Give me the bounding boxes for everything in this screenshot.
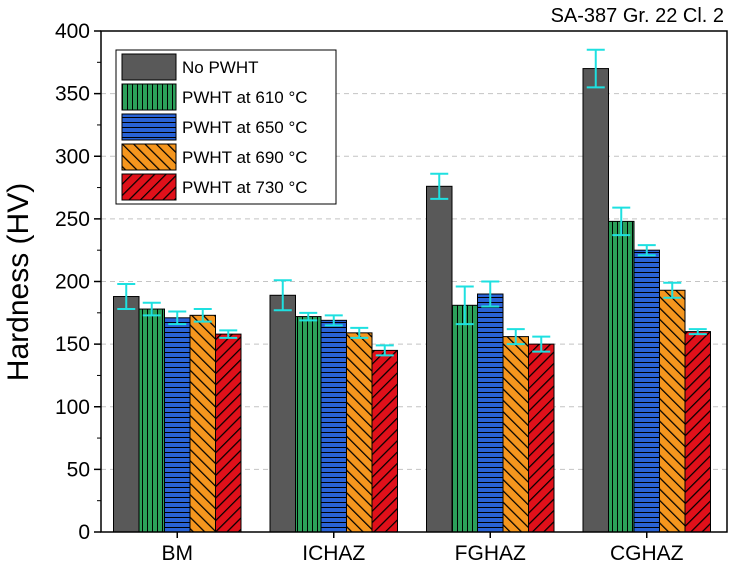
error-bar [142,301,161,317]
bar-bm-series-5 [215,333,242,533]
error-bar [506,328,525,346]
error-bar [586,48,605,89]
error-bar [688,328,707,336]
bar-ichaz-series-4 [346,332,373,533]
bar-fghaz-series-3 [477,293,504,533]
error-bar [324,314,343,327]
error-bar [168,310,187,326]
legend-swatch [121,83,177,111]
bar-fghaz-series-1 [426,185,453,533]
error-bar [273,279,292,312]
y-tick-label: 400 [55,20,90,43]
error-bar [637,244,656,257]
y-tick-label: 150 [55,333,90,356]
x-category-label: CGHAZ [610,542,684,565]
x-category-label: BM [162,542,194,565]
legend-swatch [121,53,177,81]
axes: 0 50 100 150 200 250 300 350 400 BM ICHAZ FGHAZ CGHA… [55,20,728,565]
bars [113,68,711,533]
legend: No PWHT PWHT at 610 °C PWHT at 650 °C PWHT … [115,49,337,205]
error-bar [193,308,212,323]
error-bar [350,326,369,339]
error-bar [612,206,631,237]
legend-label: PWHT at 610 °C [182,88,308,107]
bar-bm-series-4 [189,314,216,533]
y-tick-label: 350 [55,83,90,106]
error-bar [117,283,136,311]
legend-label: No PWHT [182,58,259,77]
bar-bm-series-3 [164,317,191,533]
bar-fghaz-series-5 [528,343,555,533]
error-bar [532,335,551,353]
bar-ichaz-series-1 [269,294,296,533]
error-bar [299,311,318,322]
chart-title: SA-387 Gr. 22 Cl. 2 [551,5,724,27]
error-bar [455,285,474,326]
error-bar [219,329,238,339]
bar-ichaz-series-3 [320,319,347,533]
bar-cghaz-series-4 [659,289,686,533]
bar-fghaz-series-4 [502,336,529,533]
error-bar [663,281,682,299]
bar-bm-series-1 [113,296,140,533]
legend-swatch [121,173,177,201]
y-tick-label: 50 [67,458,90,481]
legend-swatch [121,143,177,171]
y-tick-label: 100 [55,396,90,419]
legend-label: PWHT at 690 °C [182,148,308,167]
y-tick-label: 200 [55,271,90,294]
error-bar [430,172,449,200]
bar-ichaz-series-5 [371,349,398,533]
y-axis-label: Hardness (HV) [2,183,35,381]
error-bar [375,344,394,357]
error-bar [481,280,500,308]
legend-label: PWHT at 650 °C [182,118,308,137]
bar-cghaz-series-3 [633,249,660,533]
bar-fghaz-series-2 [451,304,478,533]
y-tick-label: 0 [78,521,90,544]
bar-cghaz-series-2 [608,220,635,533]
y-tick-label: 250 [55,208,90,231]
legend-swatch [121,113,177,141]
bar-cghaz-series-5 [684,331,711,533]
bar-cghaz-series-1 [582,68,609,533]
x-category-label: FGHAZ [455,542,526,565]
y-tick-label: 300 [55,145,90,168]
bar-ichaz-series-2 [295,316,322,533]
x-category-label: ICHAZ [302,542,365,565]
bar-bm-series-2 [138,308,165,533]
error-bars [117,48,707,357]
legend-label: PWHT at 730 °C [182,178,308,197]
